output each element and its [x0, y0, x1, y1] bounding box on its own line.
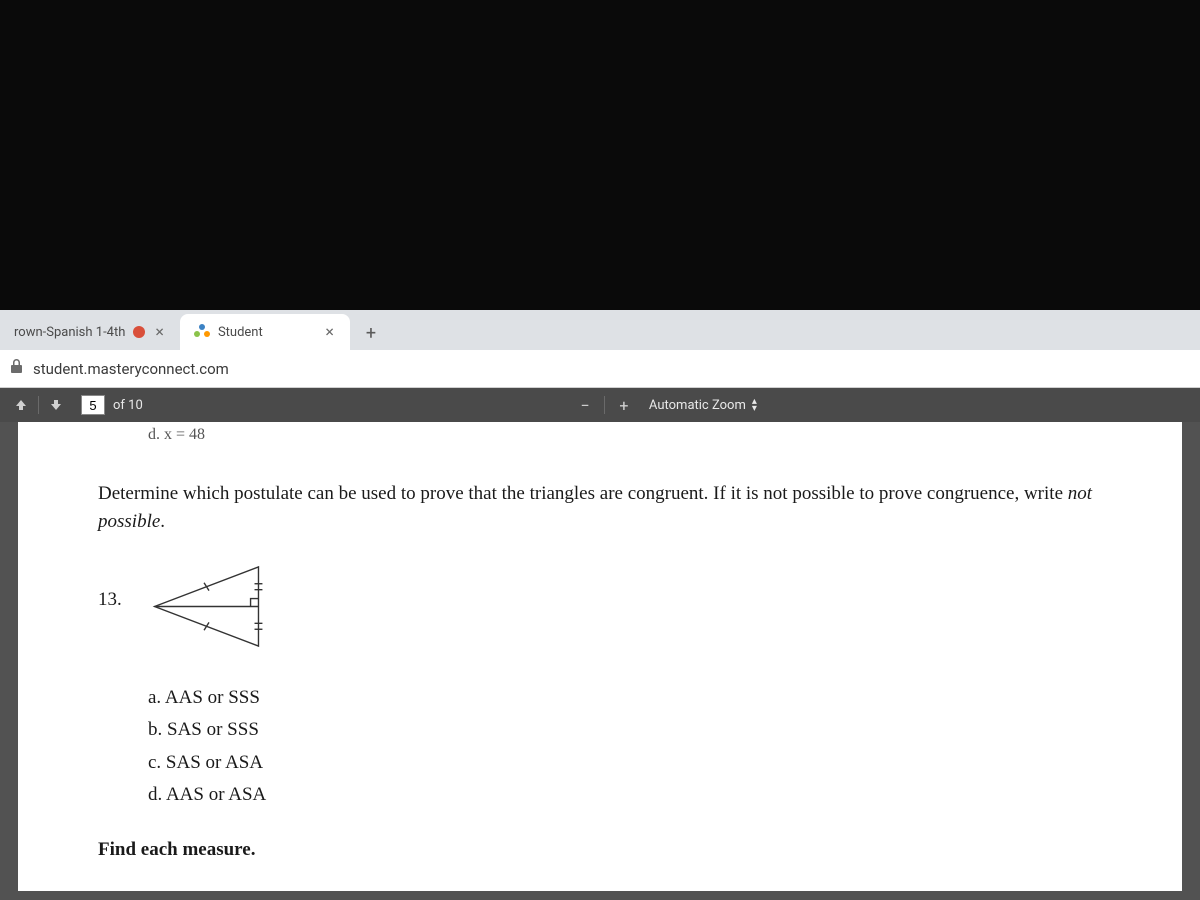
zoom-out-button[interactable]: −: [572, 392, 598, 418]
next-section-heading: Find each measure.: [98, 839, 1132, 861]
option-a: a. AAS or SSS: [148, 682, 1132, 714]
divider: [38, 396, 39, 414]
pdf-page: d. x = 48 Determine which postulate can …: [18, 422, 1182, 891]
masteryconnect-favicon-icon: [194, 324, 210, 340]
tab-title: Student: [218, 325, 315, 340]
pdf-viewport: d. x = 48 Determine which postulate can …: [0, 422, 1200, 900]
divider: [604, 396, 605, 414]
prompt-text: Determine which postulate can be used to…: [98, 483, 1068, 504]
zoom-select[interactable]: Automatic Zoom ▴▾: [641, 396, 765, 415]
url-text: student.masteryconnect.com: [33, 360, 229, 378]
close-icon[interactable]: ×: [153, 322, 166, 342]
page-up-button[interactable]: [8, 392, 34, 418]
page-number-input[interactable]: [81, 395, 105, 415]
pdf-toolbar: of 10 − + Automatic Zoom ▴▾: [0, 388, 1200, 422]
plus-icon: +: [366, 323, 376, 344]
question-13: 13.: [98, 559, 1132, 654]
minus-icon: −: [580, 396, 589, 415]
zoom-in-button[interactable]: +: [611, 392, 637, 418]
recording-indicator-icon: [133, 326, 145, 338]
plus-icon: +: [619, 396, 628, 415]
previous-answer-text: d. x = 48: [98, 422, 1132, 452]
tab-title: rown-Spanish 1-4th: [14, 325, 125, 340]
answer-options: a. AAS or SSS b. SAS or SSS c. SAS or AS…: [148, 682, 1132, 811]
dropdown-arrows-icon: ▴▾: [752, 398, 757, 412]
lock-icon: [10, 359, 23, 378]
desktop-background: [0, 0, 1200, 310]
zoom-controls: − + Automatic Zoom ▴▾: [572, 392, 765, 418]
triangle-diagram: [144, 559, 274, 654]
option-b: b. SAS or SSS: [148, 714, 1132, 746]
address-bar[interactable]: student.masteryconnect.com: [0, 350, 1200, 388]
page-total-label: of 10: [113, 398, 143, 413]
prompt-end: .: [160, 511, 165, 532]
tab-bar: rown-Spanish 1-4th × Student × +: [0, 310, 1200, 350]
option-d: d. AAS or ASA: [148, 779, 1132, 811]
tab-spanish[interactable]: rown-Spanish 1-4th ×: [0, 314, 180, 350]
option-c: c. SAS or ASA: [148, 747, 1132, 779]
page-down-button[interactable]: [43, 392, 69, 418]
browser-window: rown-Spanish 1-4th × Student × + student…: [0, 310, 1200, 900]
question-number: 13.: [98, 559, 126, 611]
zoom-label: Automatic Zoom: [649, 398, 746, 413]
question-prompt: Determine which postulate can be used to…: [98, 480, 1132, 535]
tab-student[interactable]: Student ×: [180, 314, 350, 350]
new-tab-button[interactable]: +: [356, 318, 386, 348]
close-icon[interactable]: ×: [323, 322, 336, 342]
